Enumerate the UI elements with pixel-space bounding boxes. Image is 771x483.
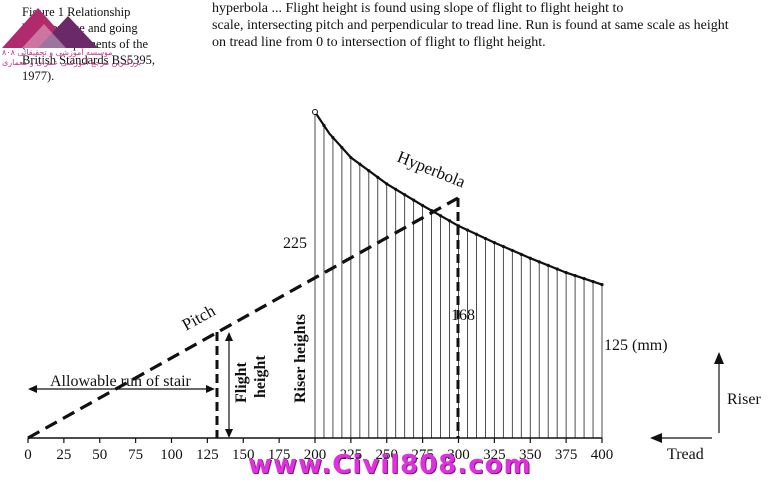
x-tick-label: 350 <box>519 447 542 463</box>
body-text-line: on tread line from 0 to intersection of … <box>212 35 546 50</box>
hyperbola-point <box>564 271 568 275</box>
riser-label: Riser <box>727 391 761 408</box>
body-text-line: hyperbola ... Flight height is found usi… <box>212 1 624 16</box>
x-tick-label: 250 <box>376 447 399 463</box>
hyperbola-point <box>492 241 496 245</box>
x-axis-tick-labels: 0 25 50 75 100 125 150 175 200 225 250 275 300 325 350… <box>24 447 613 463</box>
arrowhead-left-icon <box>28 385 37 393</box>
hyperbola-point <box>555 267 559 271</box>
x-tick-label: 200 <box>304 447 327 463</box>
riser-heights-label: Riser heights <box>292 314 309 403</box>
pitch-label: Pitch <box>179 301 219 335</box>
hyperbola-point <box>358 162 362 166</box>
hyperbola-point <box>376 175 380 179</box>
pitch-line <box>27 196 459 440</box>
caption-line: British Standards BS5395, <box>22 53 155 67</box>
arrow-left-icon <box>650 433 662 443</box>
hyperbola-point <box>349 155 353 160</box>
x-tick-label: 50 <box>92 447 107 463</box>
hyperbola-point <box>528 256 532 260</box>
civil808-logo: موسسه آموزشی و تحقیقاتی ۸۰۸ بزرگترین مرج… <box>0 4 141 67</box>
logo-subtext: بزرگترین مرجع آموزشی عمران و معماری <box>2 58 142 67</box>
hyperbola-point <box>519 252 523 256</box>
x-tick-label: 300 <box>447 447 470 463</box>
arrowhead-up-icon <box>225 332 233 341</box>
height-label: height <box>252 355 269 398</box>
x-tick-label: 225 <box>340 447 363 463</box>
x-tick-label: 175 <box>268 447 291 463</box>
arrow-up-icon <box>714 352 724 364</box>
hyperbola-point <box>483 236 488 241</box>
hyperbola-point <box>591 279 595 284</box>
x-tick-label: 0 <box>24 447 32 463</box>
hyperbola-start-point <box>312 109 318 115</box>
hyperbola-point <box>331 135 335 140</box>
x-tick-label: 375 <box>555 447 578 463</box>
hyperbola-point <box>465 228 470 232</box>
x-tick-label: 150 <box>232 447 255 463</box>
arrowhead-down-icon <box>225 429 233 438</box>
body-text: hyperbola ... Flight height is found usi… <box>212 0 767 51</box>
hyperbola-point <box>340 145 344 150</box>
hyperbola-point <box>573 273 577 278</box>
caption-line: Figure 1 Relationship <box>22 5 131 19</box>
hyperbola-point <box>394 187 398 191</box>
tread-label: Tread <box>667 446 704 463</box>
x-tick-label: 25 <box>56 447 71 463</box>
x-tick-label: 100 <box>160 447 183 463</box>
hyperbola-point <box>537 260 541 264</box>
hyperbola-point <box>421 203 425 208</box>
flight-label: Flight <box>233 361 250 403</box>
hyperbola-point <box>322 123 326 128</box>
watermark: www.Civil808.com <box>248 450 532 480</box>
hyperbola-point <box>385 182 389 186</box>
hyperbola-point <box>412 198 416 202</box>
riser-height-lines <box>314 112 603 438</box>
arrowhead-right-icon <box>206 385 215 393</box>
hyperbola-point <box>501 244 505 249</box>
value-225-label: 225 <box>283 235 307 252</box>
x-tick-label: 325 <box>483 447 506 463</box>
caption-line: 1977). <box>22 69 55 83</box>
x-tick-label: 400 <box>591 447 614 463</box>
x-tick-label: 275 <box>411 447 434 463</box>
allowable-run-label: Allowable run of stair <box>50 373 192 390</box>
logo-text: موسسه آموزشی و تحقیقاتی ۸۰۸ <box>2 48 113 57</box>
x-axis-ticks <box>27 438 603 443</box>
value-168-label: 168 <box>451 307 475 324</box>
hyperbola-point <box>367 169 371 173</box>
value-125-label: 125 (mm) <box>604 337 668 354</box>
hyperbola-point <box>600 282 604 287</box>
hyperbola-point <box>474 232 479 236</box>
x-tick-label: 125 <box>196 447 219 463</box>
hyperbola-label: Hyperbola <box>395 147 469 192</box>
hyperbola-point <box>403 193 407 197</box>
hyperbola-point <box>510 248 514 253</box>
hyperbola-point <box>546 263 550 268</box>
logo-triangles-icon <box>2 8 98 48</box>
hyperbola-point <box>582 276 586 281</box>
hyperbola-point <box>447 219 452 223</box>
hyperbola-point <box>438 214 443 218</box>
body-text-line: scale, intersecting pitch and perpendicu… <box>212 18 729 33</box>
x-tick-label: 75 <box>128 447 143 463</box>
